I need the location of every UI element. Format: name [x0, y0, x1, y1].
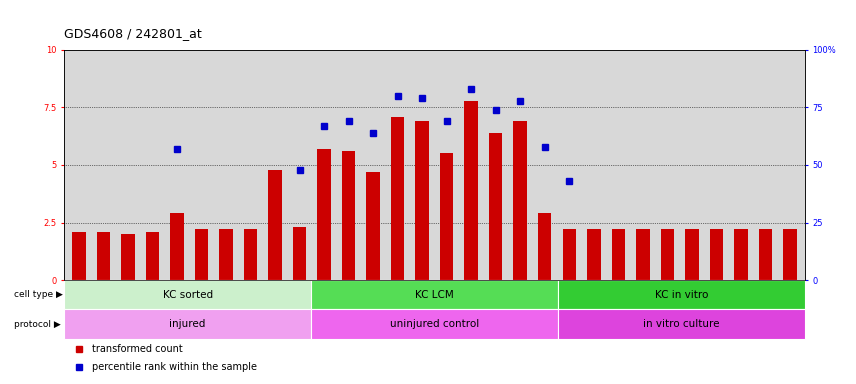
Bar	[758, 230, 772, 280]
Bar	[489, 133, 502, 280]
Bar	[538, 214, 551, 280]
Bar	[244, 230, 258, 280]
Bar	[122, 234, 134, 280]
Text: transformed count: transformed count	[92, 344, 183, 354]
Bar	[64, 280, 311, 310]
Bar	[710, 230, 723, 280]
Bar	[146, 232, 159, 280]
Text: in vitro culture: in vitro culture	[643, 319, 720, 329]
Bar	[465, 101, 478, 280]
Text: protocol ▶: protocol ▶	[14, 319, 61, 329]
Bar	[366, 172, 380, 280]
Bar	[64, 310, 311, 339]
Bar	[661, 230, 674, 280]
Bar	[311, 310, 558, 339]
Text: injured: injured	[169, 319, 205, 329]
Bar	[195, 230, 208, 280]
Bar	[219, 230, 233, 280]
Text: cell type ▶: cell type ▶	[14, 290, 62, 299]
Bar	[611, 230, 625, 280]
Bar	[440, 154, 454, 280]
Bar	[783, 230, 797, 280]
Bar	[391, 117, 404, 280]
Text: GDS4608 / 242801_at: GDS4608 / 242801_at	[64, 27, 202, 40]
Text: KC LCM: KC LCM	[415, 290, 454, 300]
Bar	[558, 280, 805, 310]
Bar	[293, 227, 306, 280]
Bar	[342, 151, 355, 280]
Text: uninjured control: uninjured control	[389, 319, 479, 329]
Bar	[558, 310, 805, 339]
Bar	[311, 280, 558, 310]
Bar	[636, 230, 650, 280]
Bar	[685, 230, 698, 280]
Bar	[268, 170, 282, 280]
Bar	[170, 214, 184, 280]
Bar	[514, 121, 527, 280]
Bar	[562, 230, 576, 280]
Text: KC in vitro: KC in vitro	[655, 290, 708, 300]
Bar	[415, 121, 429, 280]
Bar	[318, 149, 330, 280]
Text: percentile rank within the sample: percentile rank within the sample	[92, 362, 258, 372]
Bar	[97, 232, 110, 280]
Bar	[734, 230, 747, 280]
Text: KC sorted: KC sorted	[163, 290, 212, 300]
Bar	[587, 230, 601, 280]
Bar	[72, 232, 86, 280]
